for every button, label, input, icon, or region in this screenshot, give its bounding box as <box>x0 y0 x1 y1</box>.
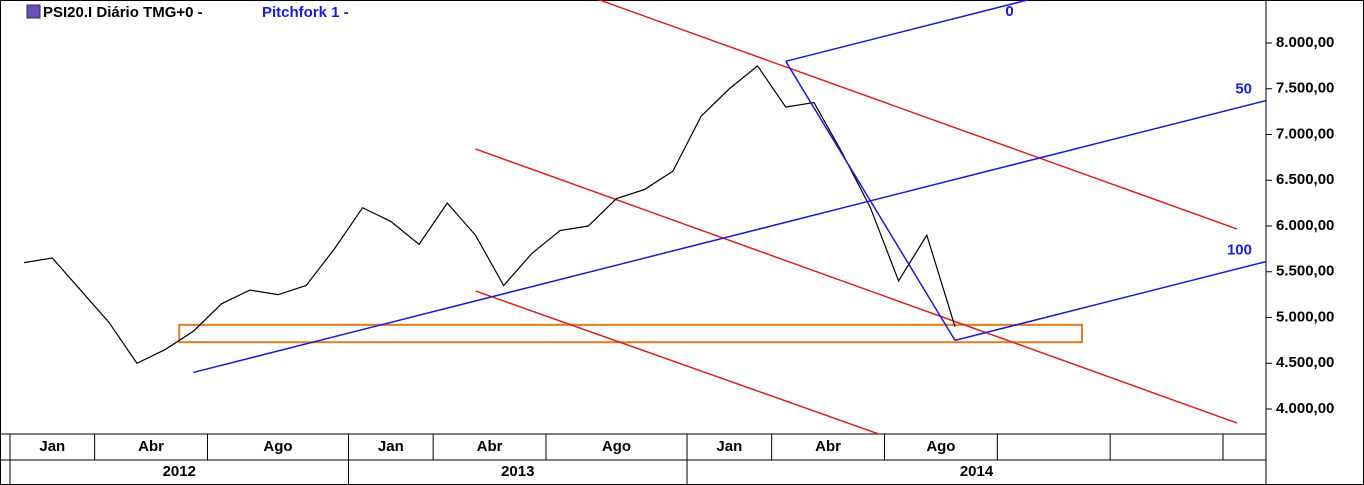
x-tick-label: Abr <box>477 438 503 455</box>
y-tick-label: 7.000,00 <box>1276 125 1334 142</box>
pitchfork-label: 100 <box>1227 242 1252 259</box>
support-zone <box>178 323 1083 344</box>
pitchfork-label: 0 <box>1005 3 1013 20</box>
y-tick-label: 7.500,00 <box>1276 80 1334 97</box>
x-tick-label: Ago <box>602 438 631 455</box>
y-tick-label: 4.000,00 <box>1276 400 1334 417</box>
pitchfork-line <box>193 99 1266 374</box>
x-tick-label: Jan <box>716 438 742 455</box>
red-line <box>475 148 1238 424</box>
y-tick-label: 6.000,00 <box>1276 217 1334 234</box>
x-tick-label: Jan <box>378 438 404 455</box>
pitchfork-line <box>954 260 1266 342</box>
red-line <box>475 290 881 434</box>
x-tick-label: Jan <box>39 438 65 455</box>
red-line <box>597 0 1238 230</box>
symbol-icon <box>26 4 41 19</box>
chart-subtitle: Pitchfork 1 - <box>262 4 349 21</box>
chart-title: PSI20.I Diário TMG+0 - <box>43 4 203 21</box>
y-tick-label: 8.000,00 <box>1276 34 1334 51</box>
pitchfork-label: 50 <box>1235 81 1252 98</box>
plot <box>24 0 1266 434</box>
x-tick-label: Ago <box>263 438 292 455</box>
year-label: 2014 <box>960 463 994 480</box>
y-tick-label: 5.500,00 <box>1276 263 1334 280</box>
year-label: 2012 <box>163 463 196 480</box>
pitchfork-line <box>785 0 1028 63</box>
x-tick-label: Abr <box>815 438 841 455</box>
price-line <box>24 65 956 365</box>
x-tick-label: Abr <box>138 438 164 455</box>
y-tick-label: 5.000,00 <box>1276 308 1334 325</box>
x-tick-label: Ago <box>926 438 955 455</box>
year-label: 2013 <box>501 463 534 480</box>
y-tick-label: 6.500,00 <box>1276 171 1334 188</box>
y-tick-label: 4.500,00 <box>1276 354 1334 371</box>
